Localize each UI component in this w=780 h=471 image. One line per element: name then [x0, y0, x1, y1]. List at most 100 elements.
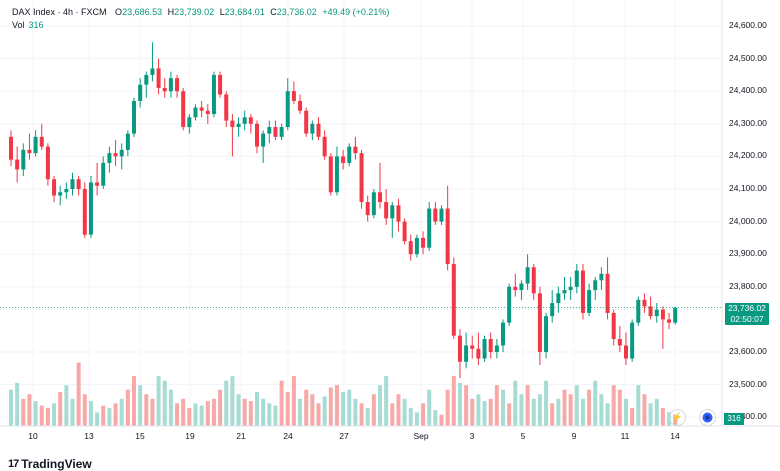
candle-body: [304, 110, 309, 134]
candle-body: [587, 290, 592, 313]
volume-bar: [476, 394, 481, 426]
candle-body: [654, 309, 659, 317]
candle-body: [273, 127, 278, 137]
bar-countdown: 02:50:07: [730, 314, 764, 324]
volume-bar: [156, 376, 161, 426]
candle-body: [611, 312, 616, 339]
volume-bar: [322, 396, 327, 426]
volume-bar: [230, 376, 235, 426]
volume-bar: [562, 389, 567, 426]
price-tick-label: 23,800.00: [729, 280, 767, 291]
time-tick-label: 9: [571, 431, 577, 441]
candle-body: [378, 192, 382, 203]
change-value: +49.49 (+0.21%): [322, 7, 390, 17]
volume-bar: [605, 403, 610, 426]
volume-bar: [273, 405, 278, 426]
candle-body: [593, 280, 598, 291]
candle-body: [298, 100, 303, 111]
volume-bar: [611, 385, 616, 426]
candle-body: [113, 153, 118, 157]
time-tick-label: 27: [339, 431, 349, 441]
volume-bar: [255, 392, 259, 426]
volume-bar: [624, 398, 628, 426]
volume-bar: [224, 380, 229, 426]
candle-body: [199, 107, 204, 111]
lightning-icon[interactable]: ⚡: [669, 409, 686, 426]
candle-body: [660, 309, 665, 320]
volume-bar: [525, 385, 530, 426]
volume-bar: [550, 403, 555, 426]
volume-bar: [279, 380, 284, 426]
volume-bar: [494, 385, 499, 426]
candle-body: [285, 91, 290, 128]
close-value: 23,736.02: [276, 7, 317, 17]
candle-body: [310, 123, 315, 134]
time-tick-label: 19: [185, 431, 195, 441]
volume-bar: [587, 389, 592, 426]
volume-bar: [285, 392, 290, 426]
candle-body: [574, 270, 579, 287]
volume-bars: [9, 362, 678, 426]
volume-bar: [365, 407, 370, 426]
volume-bar: [27, 394, 32, 426]
volume-bar: [205, 401, 210, 426]
candle-body: [156, 68, 161, 88]
candle-body: [531, 267, 536, 294]
volume-bar: [33, 401, 38, 426]
volume-legend: Vol 316: [12, 20, 44, 30]
candle-body: [230, 120, 235, 128]
candle-body: [39, 136, 44, 147]
volume-bar: [261, 398, 266, 426]
volume-bar: [636, 385, 641, 426]
candle-body: [580, 270, 585, 313]
candle-body: [630, 322, 635, 359]
time-tick-label: 3: [469, 431, 475, 441]
price-tick-label: 24,100.00: [729, 183, 767, 193]
candle-body: [58, 192, 63, 196]
candle-body: [279, 127, 284, 137]
globe-icon[interactable]: [699, 409, 716, 426]
candle-body: [33, 136, 38, 154]
candle-body: [132, 100, 136, 134]
candle-body: [193, 107, 198, 118]
volume-bar: [107, 407, 112, 426]
candle-body: [617, 338, 622, 346]
time-tick-label: 14: [670, 431, 680, 441]
candle-body: [181, 91, 186, 128]
volume-bar: [95, 412, 100, 426]
volume-bar: [593, 380, 598, 426]
brand-name: TradingView: [21, 457, 92, 471]
volume-bar: [291, 376, 296, 426]
tradingview-brand[interactable]: 17 TradingView: [8, 457, 92, 471]
candle-body: [396, 205, 401, 222]
candle-body: [599, 273, 604, 281]
volume-bar: [544, 380, 549, 426]
candle-body: [248, 117, 253, 124]
candle-body: [371, 192, 376, 216]
candle-body: [390, 205, 395, 219]
open-value: 23,686.53: [122, 7, 163, 17]
candle-body: [322, 136, 327, 157]
volume-bar: [316, 403, 321, 426]
symbol-title[interactable]: DAX Index · 4h · FXCM: [12, 7, 107, 17]
candle-body: [242, 117, 247, 124]
high-label: H: [167, 7, 175, 17]
volume-label: Vol: [12, 20, 25, 30]
time-tick-label: 24: [283, 431, 293, 441]
candle-body: [568, 286, 573, 291]
candle-body: [334, 156, 339, 193]
time-tick-label: 15: [135, 431, 145, 441]
volume-bar: [519, 394, 524, 426]
volume-bar: [371, 394, 376, 426]
volume-bar: [168, 389, 173, 426]
volume-bar: [470, 398, 475, 426]
volume-bar: [414, 412, 419, 426]
candle-body: [261, 133, 266, 147]
candle-body: [624, 345, 628, 359]
close-label: C: [270, 7, 277, 17]
volume-bar: [9, 389, 13, 426]
volume-bar: [574, 385, 579, 426]
candle-body: [70, 179, 75, 189]
